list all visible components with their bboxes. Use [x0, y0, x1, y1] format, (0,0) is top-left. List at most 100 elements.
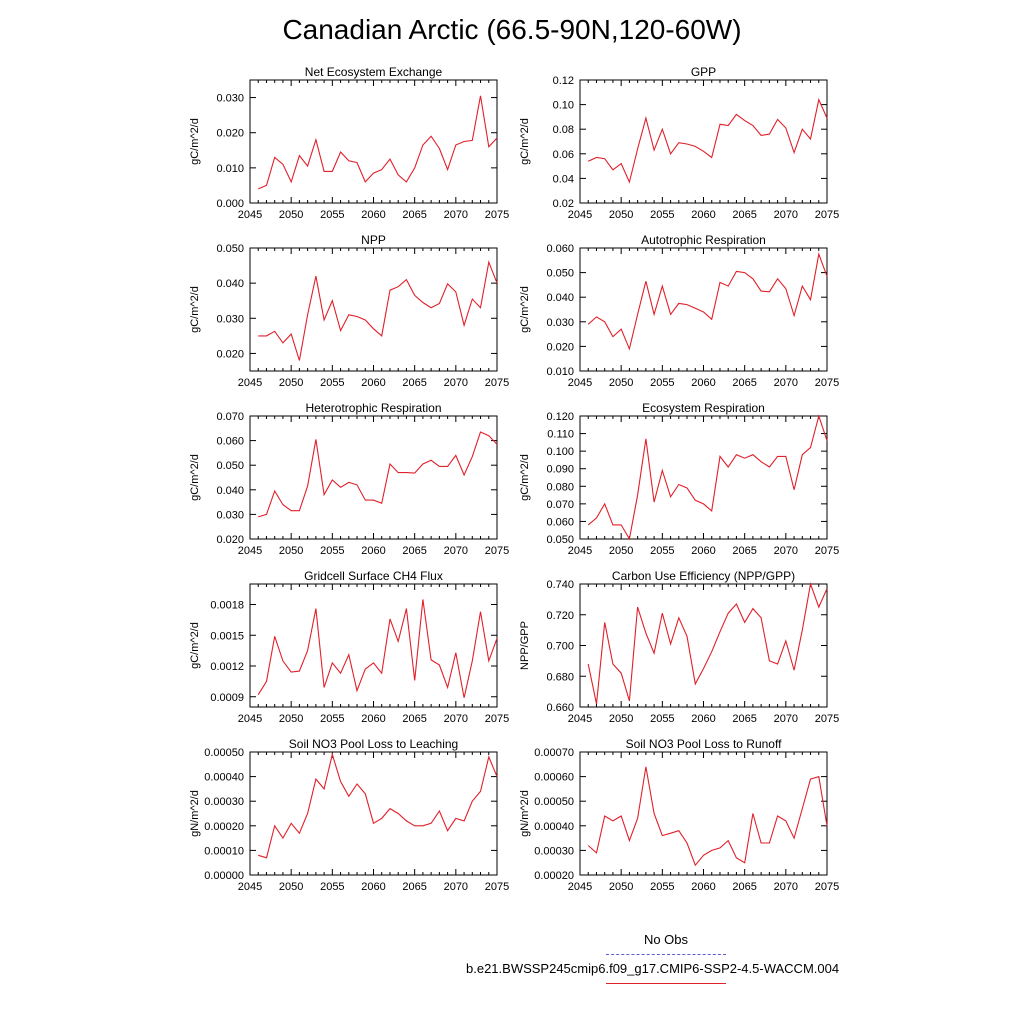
x-tick-label: 2050 — [609, 377, 633, 389]
x-tick-label: 2060 — [361, 881, 385, 893]
y-tick-label: 0.050 — [216, 243, 244, 255]
x-tick-label: 2050 — [609, 881, 633, 893]
panel-title: Gridcell Surface CH4 Flux — [304, 569, 443, 583]
x-tick-label: 2050 — [279, 209, 303, 221]
y-tick-label: 0.700 — [546, 641, 574, 653]
legend-model-line — [606, 983, 726, 984]
y-tick-label: 0.00050 — [204, 747, 244, 759]
y-tick-label: 0.060 — [546, 243, 574, 255]
x-tick-label: 2060 — [691, 209, 715, 221]
y-tick-label: 0.00070 — [534, 747, 574, 759]
panel-4: 2045 2050 2055 2060 2065 2070 2075 0.010 0.020 0.… — [519, 233, 839, 389]
x-tick-label: 2045 — [238, 545, 262, 557]
panel-title: Ecosystem Respiration — [642, 401, 765, 415]
x-tick-label: 2060 — [691, 713, 715, 725]
y-tick-label: 0.020 — [546, 341, 574, 353]
y-axis-label: gN/m^2/d — [519, 790, 531, 837]
y-tick-label: 0.00040 — [204, 772, 244, 784]
series-line — [587, 766, 828, 867]
x-tick-label: 2045 — [568, 545, 592, 557]
x-tick-label: 2050 — [609, 713, 633, 725]
panel-3: 2045 2050 2055 2060 2065 2070 2075 0.020 0.030 0.… — [189, 233, 509, 389]
x-tick-label: 2070 — [774, 713, 798, 725]
panel-7: 2045 2050 2055 2060 2065 2070 2075 0.0009 0.0012… — [189, 569, 509, 725]
x-tick-label: 2045 — [568, 209, 592, 221]
y-tick-label: 0.050 — [216, 460, 244, 472]
x-tick-label: 2060 — [361, 209, 385, 221]
x-tick-label: 2055 — [320, 713, 344, 725]
y-tick-label: 0.660 — [546, 702, 574, 714]
panel-6: 2045 2050 2055 2060 2065 2070 2075 0.050 0.060 0.… — [519, 401, 839, 557]
series-line — [258, 431, 498, 518]
x-tick-label: 2075 — [485, 377, 509, 389]
y-tick-label: 0.00000 — [204, 870, 244, 882]
series-line — [587, 97, 828, 184]
legend-model-label: b.e21.BWSSP245cmip6.f09_g17.CMIP6-SSP2-4… — [466, 961, 840, 976]
x-tick-label: 2050 — [279, 713, 303, 725]
y-tick-label: 0.010 — [216, 163, 244, 175]
x-tick-label: 2050 — [279, 545, 303, 557]
y-tick-label: 0.00030 — [534, 845, 574, 857]
x-tick-label: 2060 — [691, 545, 715, 557]
x-tick-label: 2075 — [815, 545, 839, 557]
y-tick-label: 0.00020 — [204, 821, 244, 833]
x-tick-label: 2070 — [444, 881, 468, 893]
y-tick-label: 0.030 — [216, 93, 244, 105]
y-tick-label: 0.00030 — [204, 796, 244, 808]
y-tick-label: 0.070 — [216, 411, 244, 423]
y-tick-label: 0.020 — [216, 534, 244, 546]
x-tick-label: 2050 — [609, 545, 633, 557]
x-tick-label: 2065 — [402, 713, 426, 725]
plot-frame — [249, 415, 498, 540]
series-line — [587, 581, 828, 705]
y-tick-label: 0.740 — [546, 579, 574, 591]
plot-frame — [579, 583, 828, 708]
panel-9: 2045 2050 2055 2060 2065 2070 2075 0.00000 0.000… — [189, 737, 509, 893]
x-tick-label: 2060 — [691, 881, 715, 893]
x-tick-label: 2065 — [732, 545, 756, 557]
y-axis-label: gC/m^2/d — [519, 286, 531, 333]
panel-5: 2045 2050 2055 2060 2065 2070 2075 0.020 0.030 0.… — [189, 401, 509, 557]
y-tick-label: 0.010 — [546, 366, 574, 378]
x-tick-label: 2065 — [402, 881, 426, 893]
x-tick-label: 2065 — [732, 713, 756, 725]
y-tick-label: 0.00010 — [204, 845, 244, 857]
y-tick-label: 0.10 — [553, 100, 574, 112]
y-axis-label: gC/m^2/d — [189, 118, 201, 165]
page-title: Canadian Arctic (66.5-90N,120-60W) — [282, 14, 742, 45]
y-tick-label: 0.720 — [546, 610, 574, 622]
y-tick-label: 0.040 — [216, 278, 244, 290]
series-line — [587, 414, 828, 541]
series-line — [257, 95, 498, 190]
x-tick-label: 2075 — [815, 713, 839, 725]
series-line — [587, 252, 828, 351]
x-tick-label: 2050 — [609, 209, 633, 221]
panel-title: Heterotrophic Respiration — [305, 401, 441, 415]
panel-2: 2045 2050 2055 2060 2065 2070 2075 0.02 0.04 0.06… — [519, 65, 839, 221]
panel-title: Autotrophic Respiration — [641, 233, 766, 247]
series-line — [258, 260, 498, 361]
plot-frame — [579, 247, 828, 372]
y-axis-label: gC/m^2/d — [189, 454, 201, 501]
y-tick-label: 0.0018 — [210, 600, 244, 612]
x-tick-label: 2060 — [361, 545, 385, 557]
panel-1: 2045 2050 2055 2060 2065 2070 2075 0.000 0.010 0.… — [189, 65, 509, 221]
x-tick-label: 2060 — [361, 713, 385, 725]
legend-obs-label: No Obs — [643, 932, 689, 947]
y-tick-label: 0.00040 — [534, 821, 574, 833]
x-tick-label: 2065 — [402, 545, 426, 557]
x-tick-label: 2045 — [568, 713, 592, 725]
y-axis-label: NPP/GPP — [519, 621, 531, 670]
y-tick-label: 0.04 — [553, 173, 574, 185]
y-axis-label: gC/m^2/d — [519, 454, 531, 501]
x-tick-label: 2065 — [732, 881, 756, 893]
y-tick-label: 0.050 — [546, 268, 574, 280]
y-tick-label: 0.030 — [546, 317, 574, 329]
y-tick-label: 0.0009 — [210, 692, 244, 704]
y-axis-label: gC/m^2/d — [189, 286, 201, 333]
x-tick-label: 2070 — [444, 713, 468, 725]
plot-frame — [579, 751, 828, 876]
x-tick-label: 2065 — [402, 377, 426, 389]
y-tick-label: 0.040 — [546, 292, 574, 304]
x-tick-label: 2070 — [444, 545, 468, 557]
